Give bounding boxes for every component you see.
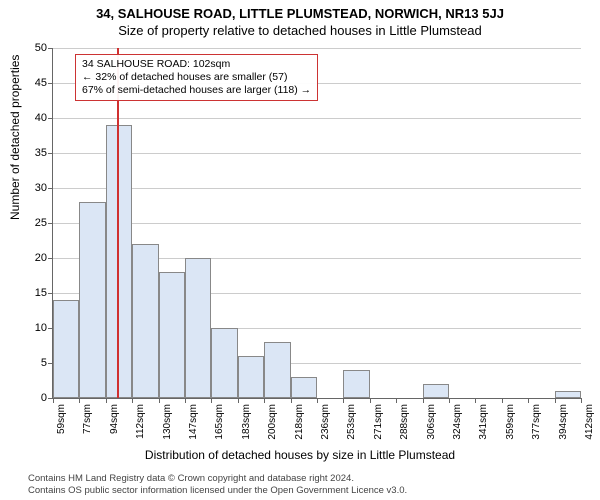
histogram-bar — [343, 370, 369, 398]
x-tick-mark — [185, 398, 186, 403]
footer-line-1: Contains HM Land Registry data © Crown c… — [28, 473, 407, 484]
y-tick-label: 20 — [17, 252, 47, 264]
x-tick-mark — [343, 398, 344, 403]
y-tick-label: 50 — [17, 42, 47, 54]
grid-line — [53, 118, 581, 119]
footer-attribution: Contains HM Land Registry data © Crown c… — [28, 473, 407, 496]
x-tick-mark — [370, 398, 371, 403]
x-tick-mark — [238, 398, 239, 403]
x-tick-label: 394sqm — [558, 404, 569, 454]
histogram-bar — [132, 244, 158, 398]
x-axis-label: Distribution of detached houses by size … — [0, 448, 600, 462]
y-tick-mark — [48, 258, 53, 259]
chart-plot-region: 0510152025303540455059sqm77sqm94sqm112sq… — [52, 48, 580, 398]
x-tick-mark — [528, 398, 529, 403]
y-tick-label: 15 — [17, 287, 47, 299]
histogram-bar — [238, 356, 264, 398]
x-tick-mark — [132, 398, 133, 403]
y-tick-mark — [48, 188, 53, 189]
x-tick-mark — [211, 398, 212, 403]
x-tick-label: 359sqm — [505, 404, 516, 454]
x-tick-label: 341sqm — [478, 404, 489, 454]
x-tick-mark — [159, 398, 160, 403]
x-tick-label: 130sqm — [162, 404, 173, 454]
x-tick-label: 112sqm — [135, 404, 146, 454]
x-tick-mark — [53, 398, 54, 403]
x-tick-mark — [291, 398, 292, 403]
footer-line-2: Contains OS public sector information li… — [28, 485, 407, 496]
x-tick-label: 324sqm — [452, 404, 463, 454]
x-tick-mark — [264, 398, 265, 403]
y-tick-label: 5 — [17, 357, 47, 369]
chart-title-sub: Size of property relative to detached ho… — [0, 21, 600, 38]
y-tick-label: 10 — [17, 322, 47, 334]
annotation-line-1: 34 SALHOUSE ROAD: 102sqm — [82, 58, 311, 71]
y-tick-label: 30 — [17, 182, 47, 194]
grid-line — [53, 188, 581, 189]
histogram-bar — [264, 342, 290, 398]
x-tick-label: 218sqm — [294, 404, 305, 454]
x-tick-mark — [555, 398, 556, 403]
histogram-bar — [291, 377, 317, 398]
x-tick-mark — [423, 398, 424, 403]
x-tick-label: 59sqm — [56, 404, 67, 454]
histogram-bar — [423, 384, 449, 398]
annotation-box: 34 SALHOUSE ROAD: 102sqm← 32% of detache… — [75, 54, 318, 101]
x-tick-label: 253sqm — [346, 404, 357, 454]
grid-line — [53, 48, 581, 49]
x-tick-mark — [106, 398, 107, 403]
x-tick-label: 306sqm — [426, 404, 437, 454]
x-tick-mark — [502, 398, 503, 403]
x-tick-mark — [79, 398, 80, 403]
histogram-bar — [185, 258, 211, 398]
y-tick-label: 0 — [17, 392, 47, 404]
y-tick-label: 45 — [17, 77, 47, 89]
x-tick-mark — [581, 398, 582, 403]
x-tick-label: 183sqm — [241, 404, 252, 454]
histogram-bar — [53, 300, 79, 398]
y-tick-mark — [48, 83, 53, 84]
y-tick-mark — [48, 293, 53, 294]
x-tick-label: 77sqm — [82, 404, 93, 454]
x-tick-label: 147sqm — [188, 404, 199, 454]
grid-line — [53, 153, 581, 154]
chart-title-main: 34, SALHOUSE ROAD, LITTLE PLUMSTEAD, NOR… — [0, 0, 600, 21]
x-tick-label: 200sqm — [267, 404, 278, 454]
histogram-bar — [159, 272, 185, 398]
plot-area: 0510152025303540455059sqm77sqm94sqm112sq… — [52, 48, 581, 399]
annotation-line-2: ← 32% of detached houses are smaller (57… — [82, 71, 311, 84]
y-tick-mark — [48, 118, 53, 119]
x-tick-label: 94sqm — [109, 404, 120, 454]
x-tick-label: 271sqm — [373, 404, 384, 454]
y-tick-label: 35 — [17, 147, 47, 159]
x-tick-label: 412sqm — [584, 404, 595, 454]
x-tick-label: 377sqm — [531, 404, 542, 454]
y-tick-mark — [48, 153, 53, 154]
x-tick-label: 236sqm — [320, 404, 331, 454]
y-tick-mark — [48, 223, 53, 224]
grid-line — [53, 223, 581, 224]
histogram-bar — [555, 391, 581, 398]
x-tick-mark — [317, 398, 318, 403]
x-tick-mark — [449, 398, 450, 403]
y-tick-label: 40 — [17, 112, 47, 124]
x-tick-label: 288sqm — [399, 404, 410, 454]
histogram-bar — [211, 328, 237, 398]
annotation-line-3: 67% of semi-detached houses are larger (… — [82, 84, 311, 97]
x-tick-mark — [396, 398, 397, 403]
y-tick-mark — [48, 48, 53, 49]
histogram-bar — [79, 202, 105, 398]
x-tick-label: 165sqm — [214, 404, 225, 454]
y-tick-label: 25 — [17, 217, 47, 229]
x-tick-mark — [475, 398, 476, 403]
